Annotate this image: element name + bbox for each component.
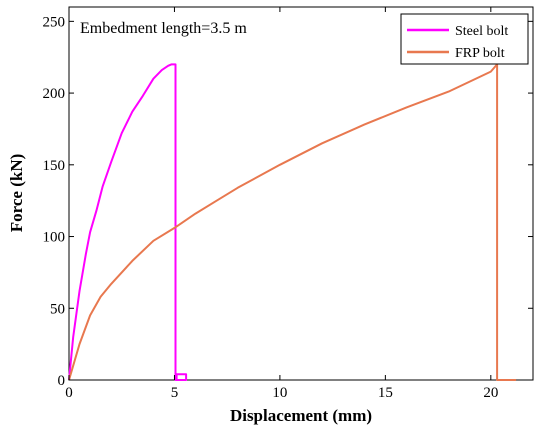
y-tick-label: 0	[58, 373, 66, 389]
legend-label-steel-bolt: Steel bolt	[455, 24, 508, 39]
y-tick-label: 50	[50, 301, 65, 317]
chart-annotation: Embedment length=3.5 m	[80, 20, 247, 37]
x-tick-label: 10	[272, 385, 287, 401]
x-tick-label: 15	[378, 385, 393, 401]
x-tick-label: 20	[483, 385, 498, 401]
y-tick-label: 200	[43, 86, 66, 102]
legend-label-frp-bolt: FRP bolt	[455, 46, 505, 61]
series-layer	[68, 63, 517, 381]
x-axis-label: Displacement (mm)	[230, 406, 372, 425]
legend-box	[400, 13, 529, 65]
y-tick-label: 150	[43, 158, 66, 174]
x-tick-label: 5	[171, 385, 179, 401]
y-tick-label: 250	[43, 14, 66, 30]
series-line-steel-bolt	[68, 63, 188, 381]
y-axis-label: Force (kN)	[7, 154, 26, 233]
series-line-frp-bolt	[68, 63, 517, 381]
x-tick-label: 0	[65, 385, 73, 401]
legend: Steel bolt FRP bolt	[400, 13, 529, 65]
plot-area-frame	[68, 6, 534, 381]
y-tick-label: 100	[43, 230, 66, 246]
